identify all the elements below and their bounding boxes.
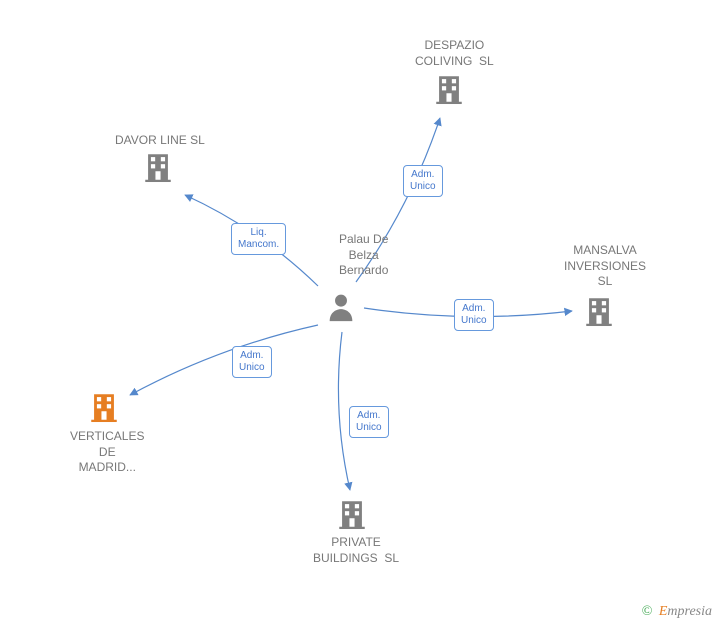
copyright-symbol: © bbox=[642, 604, 653, 619]
building-icon bbox=[141, 150, 175, 184]
node-label-despazio: DESPAZIO COLIVING SL bbox=[415, 38, 494, 69]
person-icon bbox=[324, 290, 358, 324]
building-icon bbox=[335, 497, 369, 531]
building-icon bbox=[582, 294, 616, 328]
edge-label-davor: Liq. Mancom. bbox=[231, 223, 286, 255]
center-person-label: Palau De Belza Bernardo bbox=[339, 232, 388, 279]
node-icon-mansalva bbox=[582, 294, 616, 333]
node-label-davor: DAVOR LINE SL bbox=[115, 133, 205, 149]
building-icon bbox=[432, 72, 466, 106]
edge-label-despazio: Adm. Unico bbox=[403, 165, 443, 197]
node-label-private: PRIVATE BUILDINGS SL bbox=[313, 535, 399, 566]
edge-label-mansalva: Adm. Unico bbox=[454, 299, 494, 331]
node-icon-davor bbox=[141, 150, 175, 189]
node-icon-despazio bbox=[432, 72, 466, 111]
center-person-icon bbox=[324, 290, 358, 329]
building-icon bbox=[87, 390, 121, 424]
node-icon-private bbox=[335, 497, 369, 536]
node-label-verticales: VERTICALES DE MADRID... bbox=[70, 429, 144, 476]
watermark-rest: mpresia bbox=[667, 604, 712, 619]
node-icon-verticales bbox=[87, 390, 121, 429]
edge-label-private: Adm. Unico bbox=[349, 406, 389, 438]
edge-verticales bbox=[130, 325, 318, 395]
node-label-mansalva: MANSALVA INVERSIONES SL bbox=[564, 243, 646, 290]
watermark: © Empresia bbox=[642, 604, 712, 620]
edge-label-verticales: Adm. Unico bbox=[232, 346, 272, 378]
